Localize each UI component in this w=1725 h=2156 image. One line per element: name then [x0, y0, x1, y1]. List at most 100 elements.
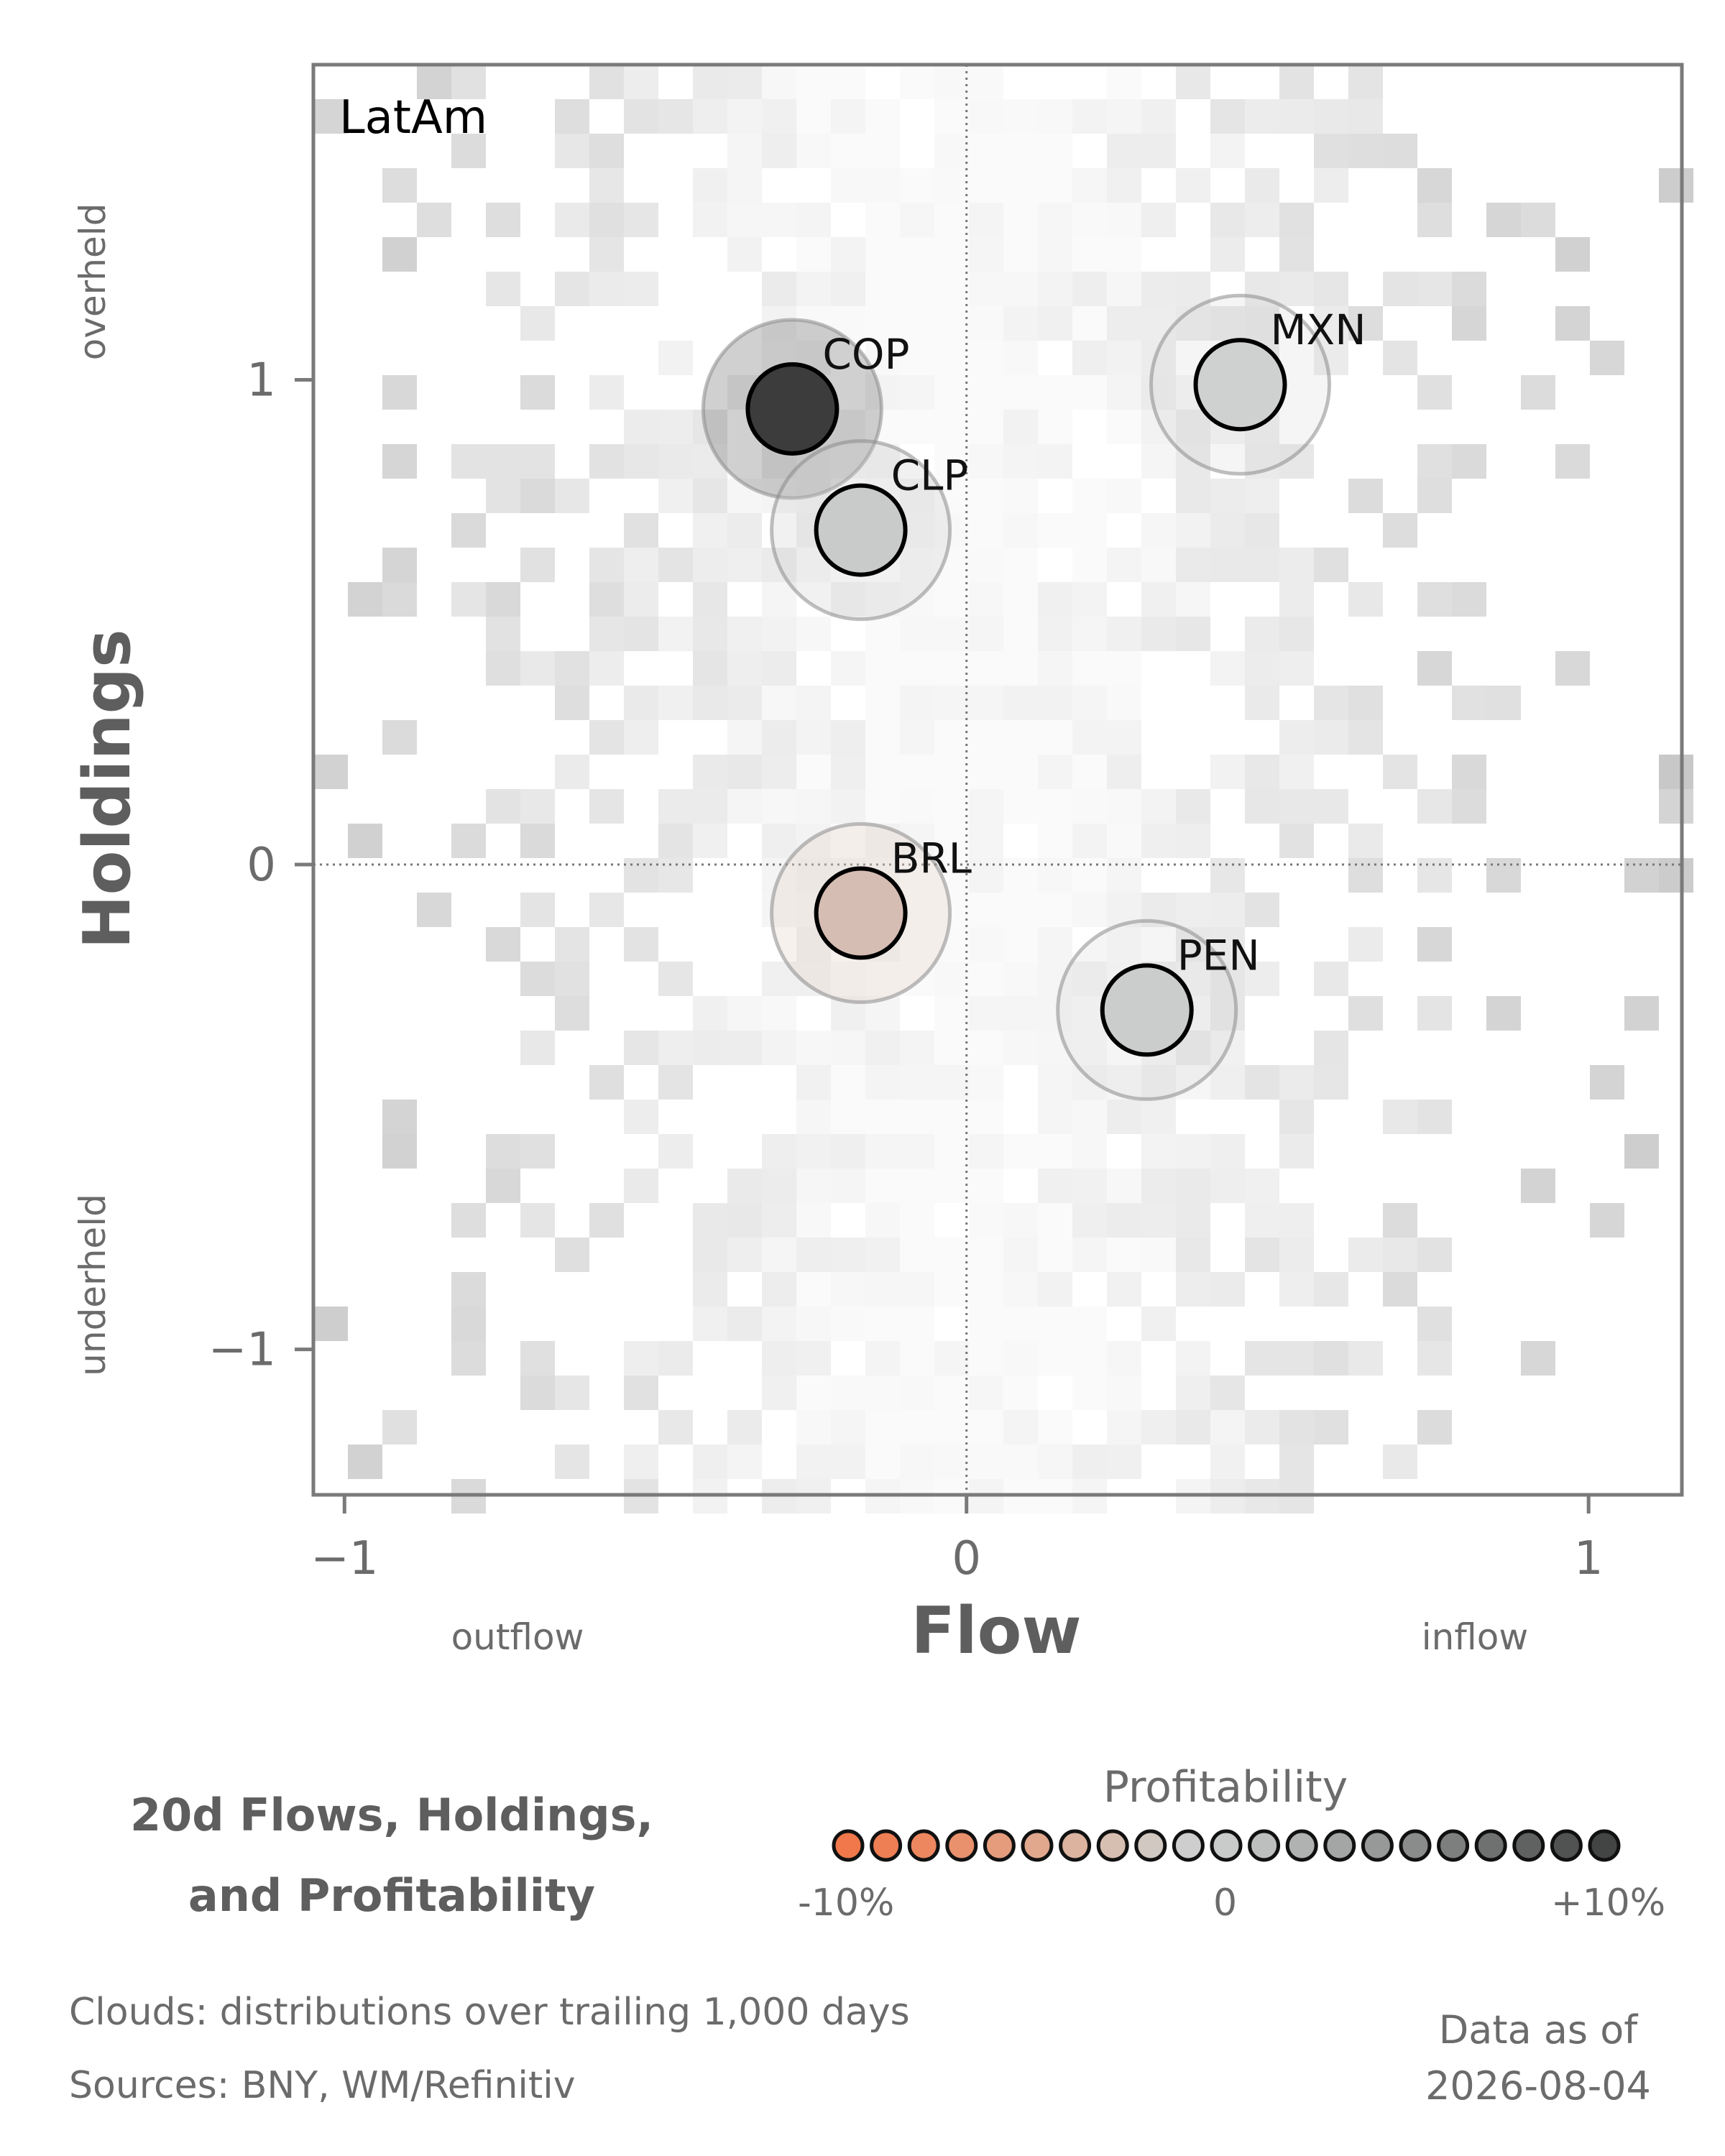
cloud-cell — [693, 686, 727, 720]
cloud-cell — [969, 1238, 1003, 1272]
profitability-swatch — [1021, 1829, 1054, 1862]
cloud-cell — [1314, 134, 1348, 168]
points-layer: COP CLP MXN BRL PEN — [701, 293, 1366, 1101]
cloud-cell — [831, 582, 865, 617]
cloud-cell — [624, 1341, 658, 1376]
cloud-cell — [658, 1341, 693, 1376]
cloud-cell — [589, 893, 624, 927]
cloud-cell — [1210, 237, 1245, 272]
cloud-cell — [900, 65, 934, 99]
cloud-cell — [1176, 306, 1210, 341]
cloud-cell — [1003, 99, 1038, 134]
cloud-cell — [969, 651, 1003, 686]
cloud-cell — [520, 651, 555, 686]
cloud-cell — [1003, 479, 1038, 513]
cloud-cell — [969, 789, 1003, 824]
cloud-cell — [969, 513, 1003, 548]
cloud-cell — [900, 686, 934, 720]
point-pen[interactable] — [1100, 963, 1194, 1057]
cloud-cell — [624, 1445, 658, 1479]
cloud-cell — [969, 720, 1003, 755]
cloud-cell — [1348, 134, 1383, 168]
cloud-cell — [1003, 1272, 1038, 1307]
cloud-cell — [1072, 306, 1107, 341]
cloud-cell — [1176, 1134, 1210, 1169]
cloud-cell — [1521, 1169, 1555, 1203]
cloud-cell — [1003, 375, 1038, 410]
cloud-cell — [693, 65, 727, 99]
cloud-cell — [865, 651, 900, 686]
cloud-cell — [1452, 789, 1486, 824]
cloud-cell — [900, 927, 934, 962]
cloud-cell — [589, 237, 624, 272]
cloud-cell — [658, 341, 693, 375]
cloud-cell — [796, 720, 831, 755]
cloud-cell — [348, 1445, 382, 1479]
cloud-cell — [1003, 1445, 1038, 1479]
cloud-cell — [658, 1134, 693, 1169]
cloud-cell — [1555, 444, 1590, 479]
cloud-cell — [1141, 99, 1176, 134]
cloud-cell — [1107, 203, 1141, 237]
cloud-cell — [1245, 306, 1279, 341]
cloud-cell — [624, 65, 658, 99]
cloud-cell — [589, 651, 624, 686]
profitability-swatch — [832, 1829, 865, 1862]
cloud-cell — [658, 824, 693, 858]
cloud-cell — [1279, 99, 1314, 134]
cloud-cell — [1072, 1031, 1107, 1065]
cloud-cell — [1452, 306, 1486, 341]
cloud-cell — [1417, 1307, 1452, 1341]
cloud-cell — [969, 99, 1003, 134]
cloud-cell — [831, 755, 865, 789]
cloud-cell — [520, 1134, 555, 1169]
cloud-cell — [1072, 686, 1107, 720]
cloud-cell — [520, 479, 555, 513]
cloud-cell — [313, 99, 348, 134]
chart-title: 20d Flows, Holdings, and Profitability — [58, 1775, 726, 1936]
cloud-cell — [762, 134, 796, 168]
cloud-cell — [762, 720, 796, 755]
cloud-cell — [1210, 1410, 1245, 1445]
cloud-cell — [1003, 513, 1038, 548]
cloud-cell — [1038, 1410, 1072, 1445]
cloud-cell — [1107, 375, 1141, 410]
cloud-cell — [1107, 686, 1141, 720]
cloud-cell — [1521, 375, 1555, 410]
point-clp[interactable] — [814, 483, 908, 577]
cloud-cell — [1279, 1065, 1314, 1100]
cloud-cell — [1348, 65, 1383, 99]
cloud-cell — [934, 65, 969, 99]
cloud-cell — [1176, 1203, 1210, 1238]
cloud-cell — [796, 824, 831, 858]
point-mxn[interactable] — [1193, 338, 1287, 432]
cloud-cell — [1452, 755, 1486, 789]
point-label-clp: CLP — [891, 451, 969, 500]
cloud-cell — [417, 893, 451, 927]
cloud-cell — [1590, 1065, 1624, 1100]
cloud-cell — [1383, 1100, 1417, 1134]
ticks-layer: −1 0 1 −1 0 1 — [208, 354, 1604, 1585]
cloud-cell — [693, 755, 727, 789]
cloud-cell — [1245, 1169, 1279, 1203]
point-brl[interactable] — [814, 866, 908, 960]
cloud-cell — [1072, 755, 1107, 789]
cloud-cell — [1245, 686, 1279, 720]
cloud-cell — [969, 203, 1003, 237]
cloud-cell — [1176, 824, 1210, 858]
cloud-cell — [520, 824, 555, 858]
cloud-cell — [1452, 582, 1486, 617]
cloud-cell — [900, 1376, 934, 1410]
point-cop[interactable] — [745, 361, 840, 456]
cloud-cell — [520, 548, 555, 582]
cloud-cell — [1038, 410, 1072, 444]
cloud-cell — [831, 651, 865, 686]
cloud-cell — [831, 1307, 865, 1341]
cloud-cell — [934, 203, 969, 237]
point-label-brl: BRL — [891, 834, 972, 883]
cloud-cell — [1003, 168, 1038, 203]
cloud-cell — [555, 962, 589, 996]
cloud-cell — [1003, 686, 1038, 720]
cloud-cell — [693, 651, 727, 686]
cloud-cell — [1486, 858, 1521, 893]
